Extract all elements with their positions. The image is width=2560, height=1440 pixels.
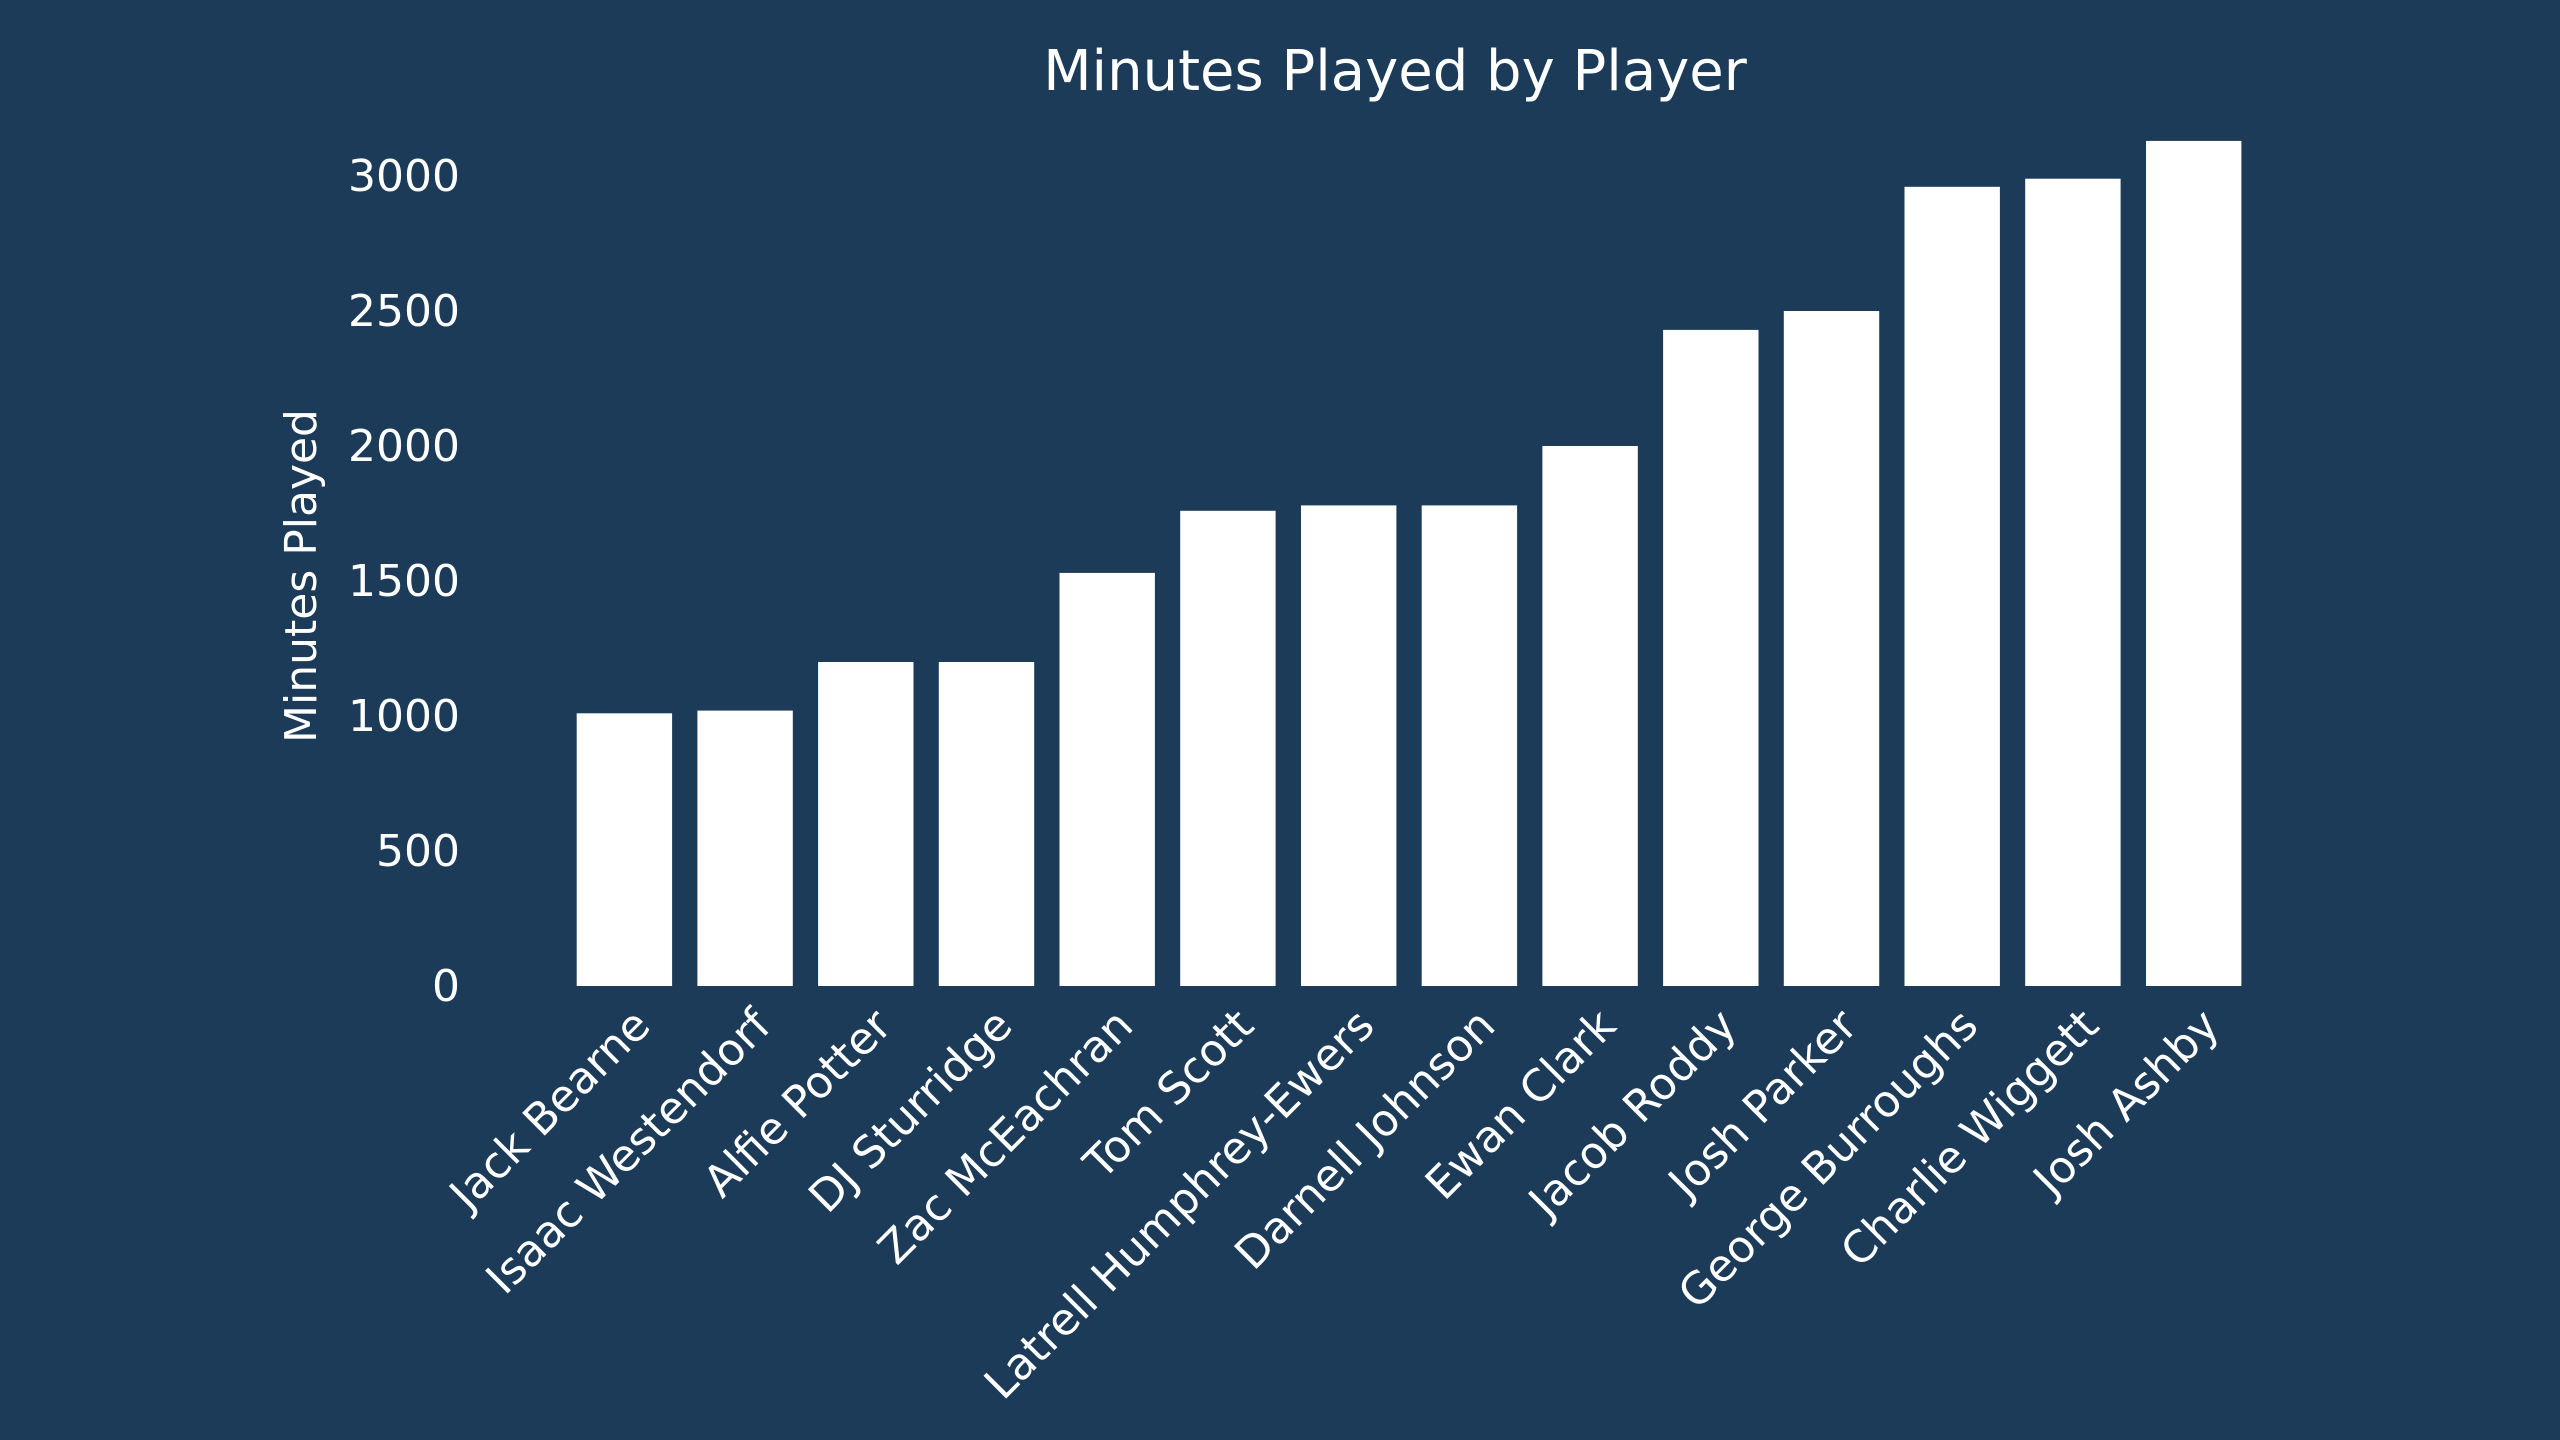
y-tick-labels: 0 500 1000 1500 2000 2500 3000 (348, 151, 460, 1012)
bar (938, 662, 1035, 986)
bar (697, 710, 793, 986)
bar (1421, 505, 1518, 986)
bar (2146, 140, 2242, 986)
bar (1059, 572, 1155, 986)
bar (1301, 505, 1397, 986)
y-tick-label: 0 (432, 961, 460, 1012)
x-tick-label: Jacob Roddy (1517, 1000, 1746, 1229)
y-tick-label: 2500 (348, 286, 460, 337)
y-tick-label: 500 (376, 826, 460, 877)
bar (1904, 186, 2000, 987)
bar (1542, 446, 1638, 986)
bar (1783, 311, 1880, 986)
chart-title: Minutes Played by Player (1043, 39, 1748, 104)
y-axis-label: Minutes Played (276, 409, 327, 743)
y-tick-label: 3000 (348, 151, 460, 202)
bars (576, 140, 2242, 987)
bar (1663, 329, 1759, 986)
bar (818, 662, 914, 986)
bar (576, 713, 673, 986)
y-tick-label: 1500 (348, 556, 460, 607)
y-tick-label: 1000 (348, 691, 460, 742)
bar (1180, 510, 1276, 986)
bar (2025, 178, 2121, 986)
y-tick-label: 2000 (348, 421, 460, 472)
